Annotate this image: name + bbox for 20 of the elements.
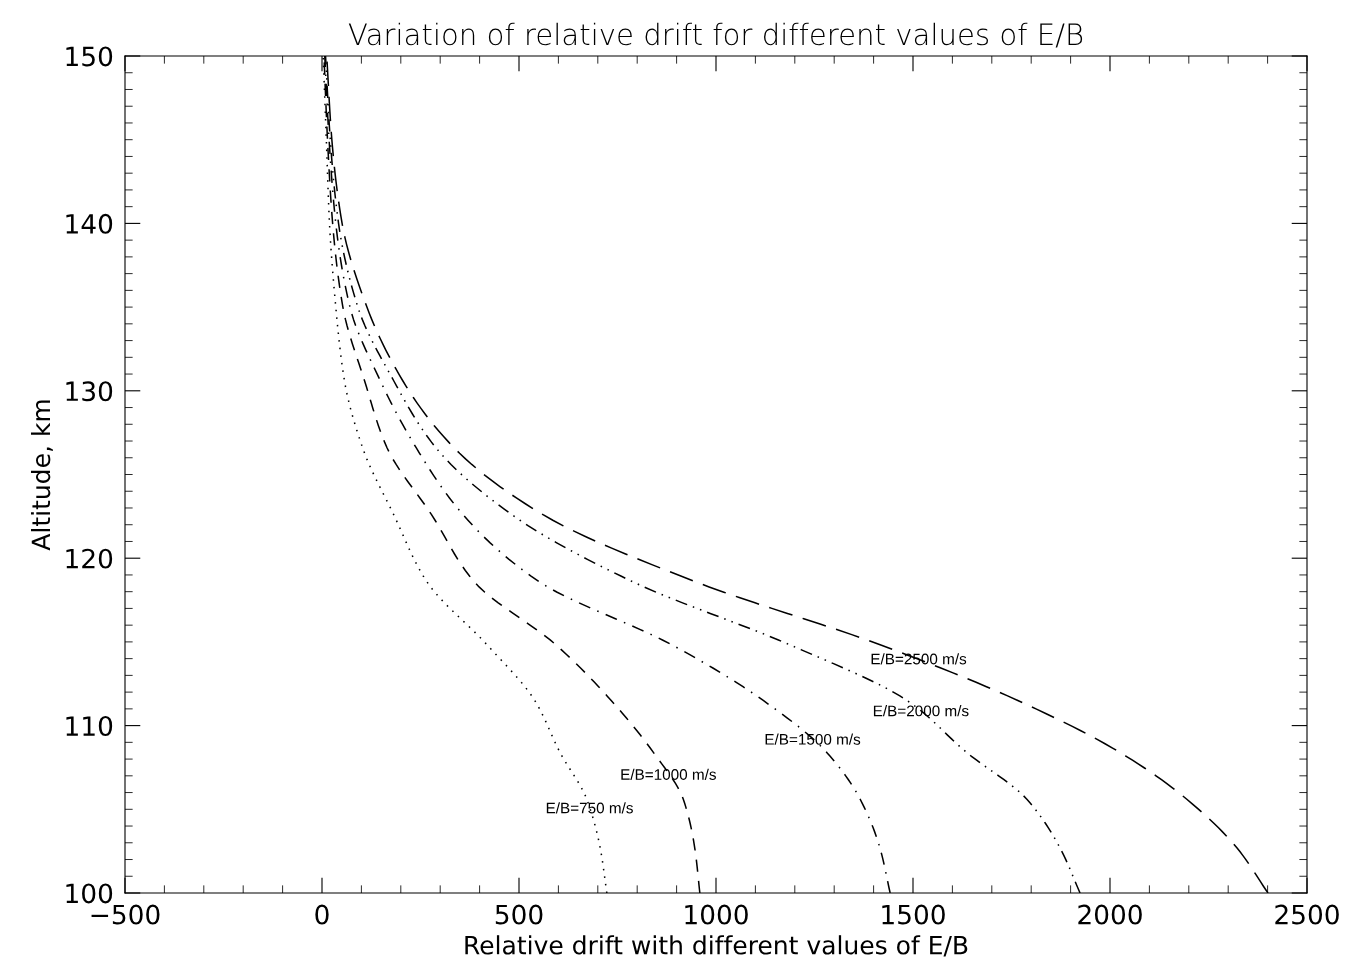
y-tick-label: 150 [66, 46, 113, 67]
y-tick-label: 120 [66, 548, 113, 569]
x-axis-title: Relative drift with different values of E/B [465, 935, 968, 957]
annotation: E/B=1000 m/s [621, 768, 716, 780]
x-tick-label: 2000 [1078, 904, 1142, 925]
x-tick-label: −500 [91, 904, 160, 925]
y-axis-title: Altitude, km [30, 400, 53, 551]
y-tick-label: 100 [66, 883, 113, 904]
x-tick-label: 500 [495, 904, 543, 925]
x-tick-label: 1500 [882, 904, 945, 925]
y-tick-label: 140 [66, 213, 113, 234]
x-tick-label: 2500 [1275, 904, 1339, 925]
x-tick-label: 1000 [685, 904, 748, 925]
y-tick-label: 130 [66, 381, 113, 402]
chart-title: Variation of relative drift for different values of E/B [348, 22, 1083, 48]
annotation: E/B=1500 m/s [765, 733, 861, 745]
annotation: E/B=2000 m/s [873, 705, 969, 717]
x-tick-label: 0 [315, 904, 329, 925]
y-tick-label: 110 [66, 716, 113, 736]
annotation: E/B=750 m/s [546, 802, 633, 814]
